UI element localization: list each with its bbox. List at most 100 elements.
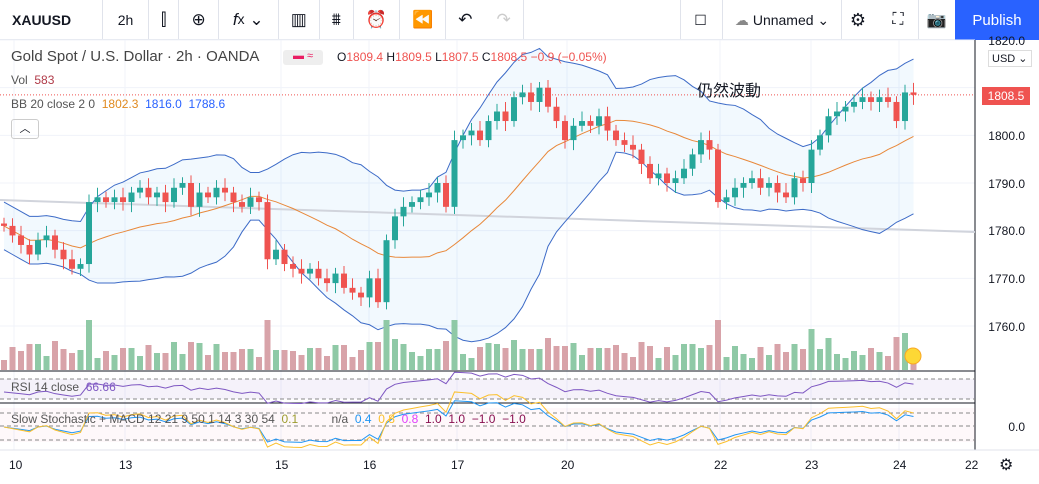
- volume-bar: [808, 329, 815, 370]
- bb-upper-line: [3, 47, 914, 223]
- candle: [876, 97, 883, 102]
- candle: [817, 135, 823, 150]
- candle: [103, 197, 109, 203]
- compare-add-icon[interactable]: ⊕: [179, 0, 219, 40]
- alert-clock-icon[interactable]: ⏰: [354, 0, 401, 40]
- candle: [358, 292, 364, 298]
- candle: [281, 249, 288, 265]
- volume-bar: [1, 360, 7, 370]
- candle: [298, 268, 305, 274]
- volume-bar: [94, 358, 101, 370]
- candle: [647, 163, 653, 179]
- volume-bar: [689, 344, 696, 370]
- volume-bar: [18, 351, 24, 370]
- candle: [825, 116, 832, 136]
- x-tick: 15: [275, 458, 289, 472]
- candle: [69, 259, 75, 269]
- volume-bar: [672, 355, 679, 370]
- snapshot-camera-icon[interactable]: 📷: [918, 0, 954, 40]
- chart-settings-gear-icon[interactable]: ⚙: [999, 457, 1014, 474]
- bar-chart-icon[interactable]: ▥: [279, 0, 320, 40]
- volume-bar: [409, 352, 415, 370]
- x-tick: 22: [714, 458, 728, 472]
- currency-select[interactable]: USD ⌄: [988, 50, 1032, 67]
- volume-bar: [315, 348, 322, 370]
- volume-bar: [307, 348, 313, 370]
- candle: [783, 192, 789, 198]
- bb-basis-line: [3, 119, 914, 258]
- volume-bar: [460, 354, 466, 370]
- candle: [800, 178, 806, 183]
- candle: [247, 197, 254, 207]
- volume-bar: [128, 348, 135, 370]
- candle: [264, 202, 271, 260]
- candle: [188, 183, 194, 207]
- volume-bar: [290, 351, 296, 370]
- candle: [468, 130, 475, 136]
- volume-bar: [528, 349, 534, 370]
- volume-bar: [774, 344, 781, 370]
- volume-bar: [264, 320, 271, 370]
- volume-bar: [52, 341, 58, 370]
- redo-icon[interactable]: ↷: [484, 0, 524, 40]
- candle: [324, 278, 330, 284]
- y-tick: 1770.0: [988, 272, 1025, 286]
- volume-bar: [902, 333, 908, 370]
- volume-bar: [383, 320, 390, 370]
- volume-bar: [9, 347, 16, 370]
- candle: [502, 111, 509, 122]
- candle: [366, 278, 373, 298]
- volume-bar: [681, 344, 687, 370]
- candle: [766, 183, 772, 188]
- candle: [749, 178, 755, 183]
- volume-bar: [579, 355, 585, 370]
- candle: [494, 111, 500, 122]
- y-tick: 1780.0: [988, 224, 1025, 238]
- volume-bar: [196, 343, 203, 370]
- volume-bar: [137, 356, 143, 370]
- volume-bar: [341, 345, 347, 370]
- templates-icon[interactable]: ⩩: [320, 0, 354, 40]
- volume-bar: [749, 358, 755, 370]
- replay-icon[interactable]: ⏪: [400, 0, 447, 40]
- volume-bar: [443, 341, 449, 370]
- settings-gear-icon[interactable]: ⚙: [849, 9, 867, 30]
- volume-bar: [205, 355, 211, 370]
- x-tick: 13: [119, 458, 133, 472]
- candle: [715, 149, 721, 203]
- collapse-legend-button[interactable]: ︿: [11, 119, 39, 139]
- symbol-search[interactable]: XAUUSD: [0, 0, 103, 40]
- fullscreen-icon[interactable]: ⛶: [892, 11, 904, 28]
- volume-bar: [791, 344, 798, 370]
- volume-bar: [536, 349, 543, 370]
- candle: [621, 140, 628, 145]
- volume-bar: [910, 359, 917, 370]
- interval-button[interactable]: 2h: [103, 0, 149, 40]
- candle: [307, 268, 313, 274]
- candles-chart-type-icon[interactable]: ⫿: [149, 0, 180, 40]
- candle: [86, 202, 92, 265]
- volume-bar: [145, 345, 152, 370]
- layout-name-button[interactable]: ☁ Unnamed ⌄: [722, 0, 842, 40]
- undo-icon[interactable]: ↶: [458, 9, 473, 29]
- volume-bar: [732, 346, 738, 370]
- volume-bar: [851, 351, 857, 370]
- candle: [443, 183, 449, 207]
- cloud-icon: ☁: [734, 11, 749, 28]
- bb-lower-line: [3, 151, 914, 343]
- x-tick: 16: [363, 458, 377, 472]
- volume-bar: [247, 349, 254, 370]
- candle: [536, 87, 543, 102]
- volume-bar: [519, 349, 526, 370]
- candle: [485, 121, 492, 141]
- publish-button[interactable]: Publish: [955, 0, 1039, 40]
- x-tick: 22: [965, 458, 979, 472]
- volume-bar: [893, 337, 900, 370]
- volume-bar: [757, 347, 764, 370]
- fullscreen-checkbox-icon[interactable]: ☐: [680, 0, 720, 40]
- volume-bar: [417, 356, 424, 370]
- candle: [426, 192, 432, 198]
- candle: [256, 197, 262, 203]
